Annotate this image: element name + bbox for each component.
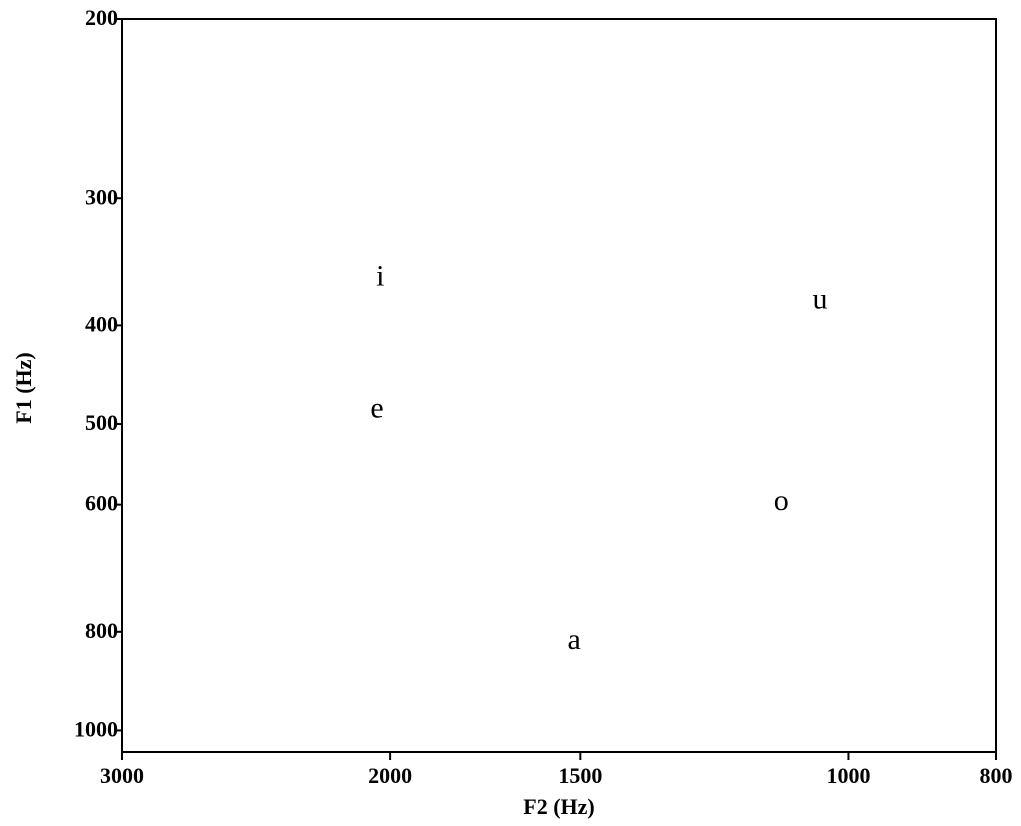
- y-tick-label: 500: [85, 410, 118, 435]
- vowel-point: e: [370, 391, 383, 424]
- y-tick-label: 1000: [74, 716, 118, 741]
- y-tick-label: 400: [85, 311, 118, 336]
- y-tick-label: 800: [85, 618, 118, 643]
- x-axis-title: F2 (Hz): [523, 794, 594, 819]
- vowel-point: i: [376, 260, 384, 293]
- y-tick-label: 200: [85, 5, 118, 30]
- x-tick-label: 1000: [826, 763, 870, 788]
- page: F2 (Hz) F1 (Hz) 200 300 400 500 600 800 1000 30…: [0, 0, 1021, 826]
- plot-frame: [122, 19, 996, 752]
- x-tick-label: 3000: [100, 763, 144, 788]
- vowel-point: a: [568, 623, 581, 656]
- vowel-point: u: [812, 282, 827, 315]
- x-tick-label: 1500: [558, 763, 602, 788]
- y-tick-label: 300: [85, 184, 118, 209]
- x-tick-label: 2000: [368, 763, 412, 788]
- x-tick-label: 800: [980, 763, 1013, 788]
- y-axis-title: F1 (Hz): [11, 352, 36, 423]
- chart: F2 (Hz) F1 (Hz) 200 300 400 500 600 800 1000 30…: [0, 0, 1021, 826]
- vowel-point: o: [774, 484, 789, 517]
- y-tick-label: 600: [85, 491, 118, 516]
